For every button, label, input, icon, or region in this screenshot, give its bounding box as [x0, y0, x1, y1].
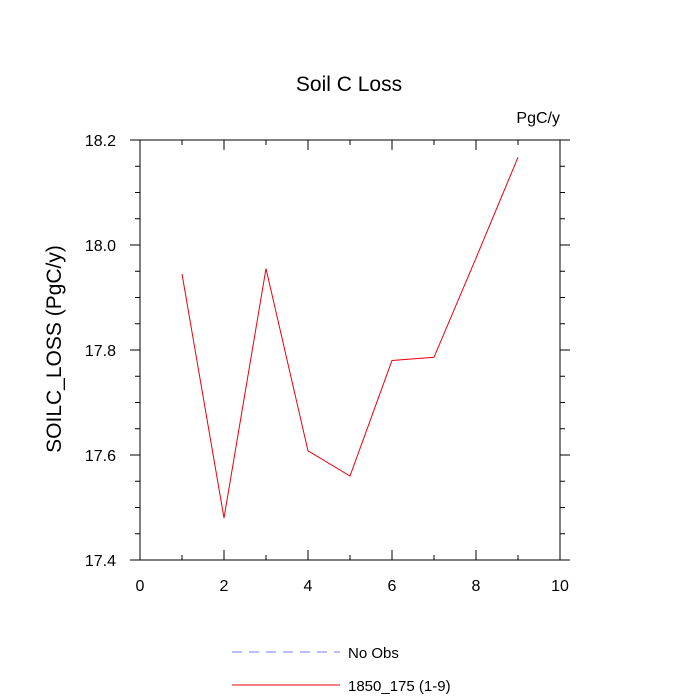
- x-tick-label: 10: [551, 578, 569, 595]
- x-tick-label: 6: [388, 578, 397, 595]
- axis-ticks: [130, 139, 570, 561]
- series-lines: [181, 157, 519, 519]
- y-tick-label: 17.6: [85, 448, 116, 465]
- chart-title: Soil C Loss: [296, 73, 402, 96]
- legend-label-no-obs: No Obs: [348, 645, 399, 662]
- units-label: PgC/y: [516, 110, 560, 127]
- y-tick-label: 18.0: [85, 238, 116, 255]
- plot-frame: [139, 139, 561, 561]
- legend: No Obs 1850_175 (1-9): [232, 645, 451, 695]
- axis-tick-labels: 0 2 4 6 8 10 17.4 17.6 17.8 18.0 18.2: [85, 133, 569, 595]
- x-tick-label: 0: [136, 578, 145, 595]
- y-tick-label: 18.2: [85, 133, 116, 150]
- y-tick-label: 17.8: [85, 343, 116, 360]
- x-tick-label: 8: [472, 578, 481, 595]
- x-tick-label: 4: [304, 578, 313, 595]
- legend-label-1850-175: 1850_175 (1-9): [348, 678, 451, 695]
- y-axis-label: SOILC_LOSS (PgC/y): [43, 245, 66, 453]
- series-line: [181, 157, 519, 519]
- y-tick-label: 17.4: [85, 553, 116, 570]
- x-tick-label: 2: [220, 578, 229, 595]
